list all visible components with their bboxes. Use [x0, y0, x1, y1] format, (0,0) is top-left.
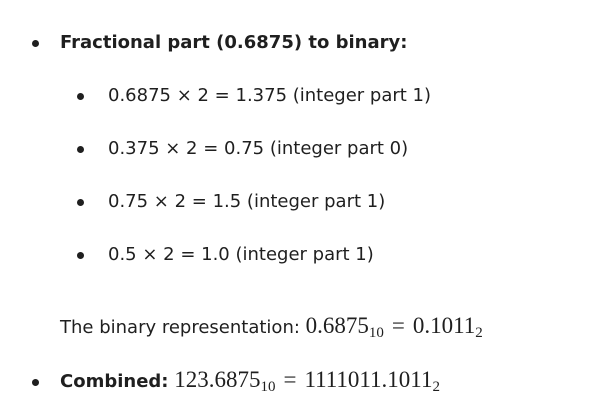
note-text: The binary representation:: [60, 317, 300, 338]
step: 0.375 × 2 = 0.75 (integer part 0): [108, 138, 409, 159]
step: 0.5 × 2 = 1.0 (integer part 1): [108, 244, 374, 265]
math: 0.687510 = 0.10112: [305, 313, 483, 341]
step: 0.6875 × 2 = 1.375 (integer part 1): [108, 85, 432, 106]
bullet: [32, 40, 39, 47]
item-title: Fractional part (0.6875) to binary:: [60, 32, 408, 53]
math-base: 10: [260, 379, 276, 395]
math-number: 0.1011: [412, 313, 476, 338]
math-relation: =: [391, 313, 405, 338]
math-number: 123.6875: [174, 367, 261, 392]
note: The binary representation: 0.687510 = 0.10…: [60, 313, 483, 342]
math-base: 10: [368, 325, 384, 341]
bullet: [77, 146, 84, 153]
math-number: 0.6875: [305, 313, 369, 338]
math-relation: =: [283, 367, 297, 392]
math-number: 1111011.1011: [304, 367, 433, 392]
item: Combined: 123.687510 = 1111011.10112: [60, 367, 440, 396]
step: 0.75 × 2 = 1.5 (integer part 1): [108, 191, 386, 212]
math-base: 2: [432, 379, 440, 395]
bullet: [32, 379, 39, 386]
math-base: 2: [475, 325, 483, 341]
math: 123.687510 = 1111011.10112: [174, 367, 440, 395]
bullet: [77, 252, 84, 259]
item-title: Combined:: [60, 371, 169, 392]
bullet: [77, 199, 84, 206]
bullet: [77, 93, 84, 100]
